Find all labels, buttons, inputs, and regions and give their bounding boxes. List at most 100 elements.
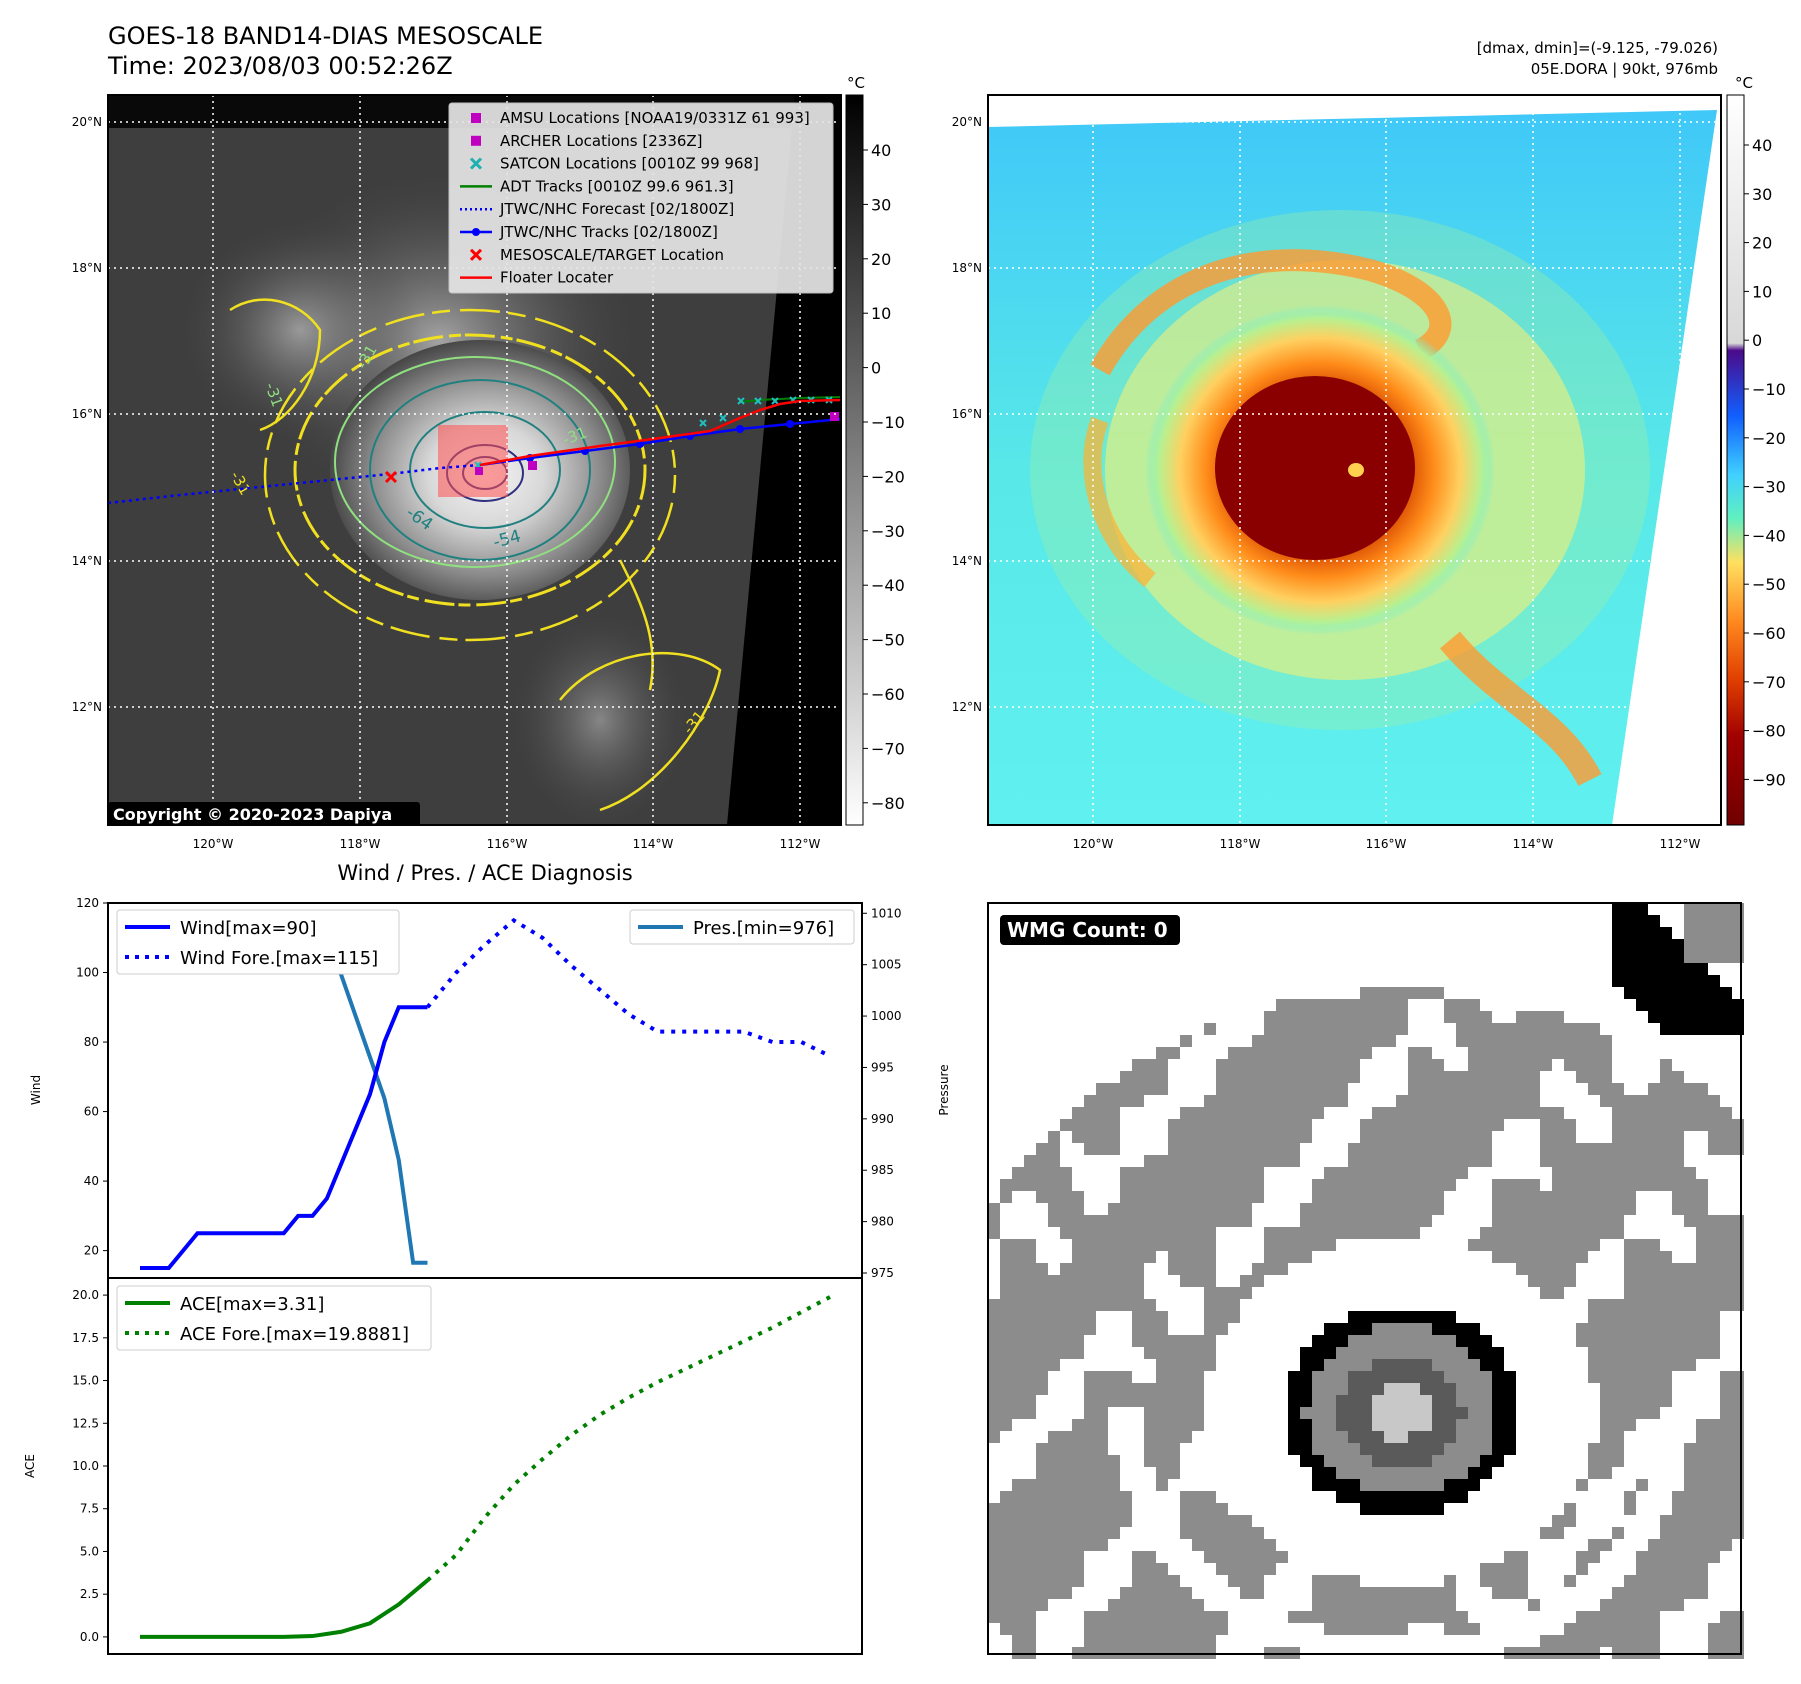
- lon-tick: 118°W: [340, 837, 381, 851]
- y-tick: 40: [84, 1174, 99, 1188]
- ace-line: [140, 1578, 429, 1639]
- dmax-dmin-text: [dmax, dmin]=(-9.125, -79.026): [1477, 39, 1718, 57]
- legend-label: ARCHER Locations [2336Z]: [500, 132, 703, 150]
- ace-legend: ACE[max=3.31] ACE Fore.[max=19.8881]: [116, 1285, 432, 1351]
- lat-tick: 16°N: [952, 407, 982, 421]
- legend-entry: ARCHER Locations [2336Z]: [471, 132, 703, 150]
- legend-marker: [469, 157, 483, 170]
- legend-entry: JTWC/NHC Tracks [02/1800Z]: [460, 223, 718, 241]
- wmg-count-text: WMG Count: 0: [1007, 918, 1168, 942]
- legend-label: JTWC/NHC Forecast [02/1800Z]: [499, 200, 734, 218]
- colorbar-tick: −60: [871, 685, 905, 704]
- copyright-badge: [108, 802, 420, 826]
- lon-tick: 120°W: [193, 837, 234, 851]
- colorbar-tick: −40: [1752, 526, 1786, 545]
- lat-tick: 12°N: [952, 700, 982, 714]
- color-colorbar: °C 40 30 20 10 0 −10 −20 −30 −40 −50 −60 −70 −80 −90: [1726, 74, 1786, 826]
- legend-label: Wind[max=90]: [180, 918, 317, 939]
- colorbar-tick: 20: [1752, 234, 1772, 253]
- colorbar-tick: 10: [871, 304, 891, 323]
- colorbar-tick: −80: [871, 794, 905, 813]
- legend-entry: MESOSCALE/TARGET Location: [469, 246, 724, 264]
- y-tick: 15.0: [72, 1374, 99, 1388]
- forecast-track: [107, 463, 481, 505]
- colorbar-tick: −20: [871, 467, 905, 486]
- colorbar-tick: 0: [871, 359, 881, 378]
- diagnosis-title: Wind / Pres. / ACE Diagnosis: [337, 861, 632, 885]
- y-tick-right: 1010: [871, 906, 902, 920]
- figure-title: GOES-18 BAND14-DIAS MESOSCALE: [108, 22, 543, 50]
- colorbar-tick: −30: [1752, 478, 1786, 497]
- colorbar-tick: −50: [871, 631, 905, 650]
- map-gridlines: [988, 95, 1721, 825]
- colorbar-tick: −30: [871, 522, 905, 541]
- y-axis-label: ACE: [23, 1454, 37, 1478]
- lat-tick: 12°N: [72, 700, 102, 714]
- colorbar-tick: −70: [871, 739, 905, 758]
- wmg-count-badge: [1000, 915, 1180, 945]
- colorbar-tick: 30: [871, 195, 891, 214]
- figure-time: Time: 2023/08/03 00:52:26Z: [107, 52, 453, 80]
- wmg-panel: WMG Count: 0: [987, 902, 1744, 1659]
- lat-tick: 18°N: [72, 261, 102, 275]
- archer-marker: [528, 461, 537, 470]
- legend-label: ACE[max=3.31]: [180, 1294, 324, 1315]
- ace-forecast-line: [426, 1295, 831, 1582]
- legend-entry: Floater Locater: [460, 269, 614, 287]
- lon-tick: 120°W: [1073, 837, 1114, 851]
- legend-label: SATCON Locations [0010Z 99 968]: [500, 155, 759, 173]
- wind-pressure-chart: 20 40 60 80 100 120 975 980 985 990 995 1000 1005 101…: [29, 896, 951, 1280]
- y-tick: 0.0: [80, 1630, 99, 1644]
- lat-tick: 16°N: [72, 407, 102, 421]
- storm-info-text: 05E.DORA | 90kt, 976mb: [1531, 60, 1718, 78]
- colorbar-tick: −70: [1752, 673, 1786, 692]
- floater-locater-track: [479, 398, 842, 467]
- legend-label: MESOSCALE/TARGET Location: [500, 246, 724, 264]
- legend-marker: [471, 113, 481, 123]
- legend-label: ACE Fore.[max=19.8881]: [180, 1324, 409, 1345]
- y-axis-label: Wind: [29, 1075, 43, 1105]
- lon-tick: 116°W: [487, 837, 528, 851]
- lon-tick: 112°W: [780, 837, 821, 851]
- y-tick: 12.5: [72, 1416, 99, 1430]
- map-legend: AMSU Locations [NOAA19/0331Z 61 993] ARCH…: [448, 102, 834, 294]
- mesoscale-target-marker: [384, 470, 398, 484]
- y-tick: 20: [84, 1244, 99, 1258]
- colorbar-tick: 30: [1752, 185, 1772, 204]
- y-tick-right: 1000: [871, 1009, 902, 1023]
- lat-tick: 14°N: [72, 554, 102, 568]
- y-tick: 80: [84, 1035, 99, 1049]
- legend-label: Pres.[min=976]: [693, 918, 834, 939]
- lon-tick: 116°W: [1366, 837, 1407, 851]
- y-tick: 20.0: [72, 1288, 99, 1302]
- y-tick: 60: [84, 1105, 99, 1119]
- amsu-marker: [830, 412, 839, 421]
- y-tick: 10.0: [72, 1459, 99, 1473]
- y-tick: 5.0: [80, 1544, 99, 1558]
- colorbar-tick: −50: [1752, 575, 1786, 594]
- lon-tick: 118°W: [1220, 837, 1261, 851]
- lat-tick: 20°N: [952, 115, 982, 129]
- y-tick: 120: [76, 896, 99, 910]
- grayscale-colorbar: °C 40 30 20 10 0 −10 −20 −30 −40 −50 −60 −70 −80: [845, 74, 905, 826]
- lat-tick: 20°N: [72, 115, 102, 129]
- colorbar-tick: −80: [1752, 722, 1786, 741]
- observed-track: [479, 417, 842, 467]
- lat-tick: 18°N: [952, 261, 982, 275]
- colorbar-tick: 40: [871, 141, 891, 160]
- colorbar-tick: 20: [871, 250, 891, 269]
- y-axis-label-right: Pressure: [937, 1064, 951, 1115]
- colorbar-tick: −60: [1752, 624, 1786, 643]
- colorbar-tick: 0: [1752, 331, 1762, 350]
- y-tick-right: 980: [871, 1215, 894, 1229]
- y-tick: 17.5: [72, 1331, 99, 1345]
- lat-tick: 14°N: [952, 554, 982, 568]
- colorbar-tick: −40: [871, 576, 905, 595]
- lon-tick: 114°W: [633, 837, 674, 851]
- colorbar-unit: °C: [847, 74, 865, 92]
- colorbar-tick: −20: [1752, 429, 1786, 448]
- pressure-legend: Pres.[min=976]: [629, 909, 855, 945]
- colorbar-tick: −10: [871, 413, 905, 432]
- legend-entry: AMSU Locations [NOAA19/0331Z 61 993]: [471, 109, 810, 127]
